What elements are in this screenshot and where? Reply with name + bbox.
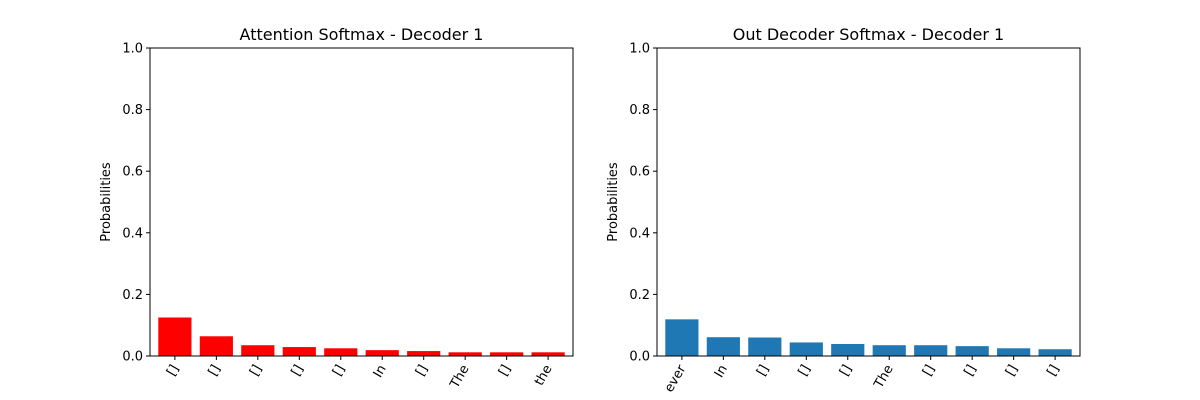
x-tick-label: []: [1045, 363, 1063, 379]
x-tick-label: In: [712, 363, 731, 381]
x-tick-label: []: [206, 363, 224, 379]
bar: [531, 352, 565, 356]
chart-out-decoder-softmax: Out Decoder Softmax - Decoder 1 Probabil…: [606, 25, 1081, 395]
x-tick-label: []: [962, 363, 980, 379]
bar: [365, 350, 399, 356]
bar: [665, 319, 699, 356]
bar: [324, 348, 358, 356]
x-tick-label: The: [447, 363, 473, 392]
y-tick-label: 0.4: [122, 226, 143, 241]
bar: [872, 345, 906, 356]
bar: [789, 342, 823, 356]
y-axis-label: Probabilities: [606, 162, 621, 242]
x-tick-label: []: [247, 363, 265, 379]
x-tick-label: []: [330, 363, 348, 379]
y-tick-label: 0.2: [629, 288, 650, 303]
axes-frame: [149, 47, 574, 357]
axes-frame: [656, 47, 1081, 357]
chart-title: Attention Softmax - Decoder 1: [240, 25, 484, 44]
y-tick-label: 0.8: [629, 103, 650, 118]
bar: [407, 351, 441, 356]
bar: [1038, 349, 1072, 356]
x-tick-label: []: [289, 363, 307, 379]
chart-attention-softmax: Attention Softmax - Decoder 1 Probabilit…: [99, 25, 574, 392]
x-tick-label: []: [164, 363, 182, 379]
y-tick-label: 0.4: [629, 226, 650, 241]
y-axis-label: Probabilities: [99, 162, 114, 242]
y-tick-label: 0.6: [629, 165, 650, 180]
bar: [241, 345, 275, 356]
bar: [831, 343, 865, 356]
y-tick-label: 0.2: [122, 288, 143, 303]
y-tick-label: 1.0: [122, 42, 143, 57]
y-axis: 0.0 0.2 0.4 0.6 0.8 1.0: [122, 42, 150, 365]
y-axis: 0.0 0.2 0.4 0.6 0.8 1.0: [629, 42, 657, 365]
x-tick-label: The: [871, 363, 897, 392]
y-tick-label: 1.0: [629, 42, 650, 57]
x-axis: ever In [] [] [] The [] [] [] []: [662, 356, 1063, 395]
x-tick-label: []: [496, 363, 514, 379]
bar: [490, 352, 524, 356]
bar: [282, 347, 316, 356]
x-tick-label: []: [796, 363, 814, 379]
y-tick-label: 0.0: [122, 350, 143, 365]
bar: [914, 345, 948, 356]
x-tick-label: the: [532, 363, 556, 389]
x-tick-label: []: [1003, 363, 1021, 379]
x-tick-label: ever: [662, 362, 690, 395]
bars: [158, 317, 565, 356]
x-axis: [] [] [] [] [] In [] The [] the: [164, 356, 556, 392]
y-tick-label: 0.0: [629, 350, 650, 365]
x-tick-label: []: [754, 363, 772, 379]
bar: [997, 348, 1031, 356]
x-tick-label: In: [371, 363, 390, 381]
bar: [955, 346, 989, 356]
x-tick-label: []: [837, 363, 855, 379]
chart-title: Out Decoder Softmax - Decoder 1: [733, 25, 1004, 44]
bars: [665, 319, 1072, 356]
y-tick-label: 0.6: [122, 165, 143, 180]
bar: [158, 317, 192, 356]
bar: [448, 352, 482, 356]
x-tick-label: []: [413, 363, 431, 379]
bar: [748, 337, 782, 356]
y-tick-label: 0.8: [122, 103, 143, 118]
bar: [199, 336, 233, 356]
x-tick-label: []: [920, 363, 938, 379]
bar: [706, 337, 740, 356]
